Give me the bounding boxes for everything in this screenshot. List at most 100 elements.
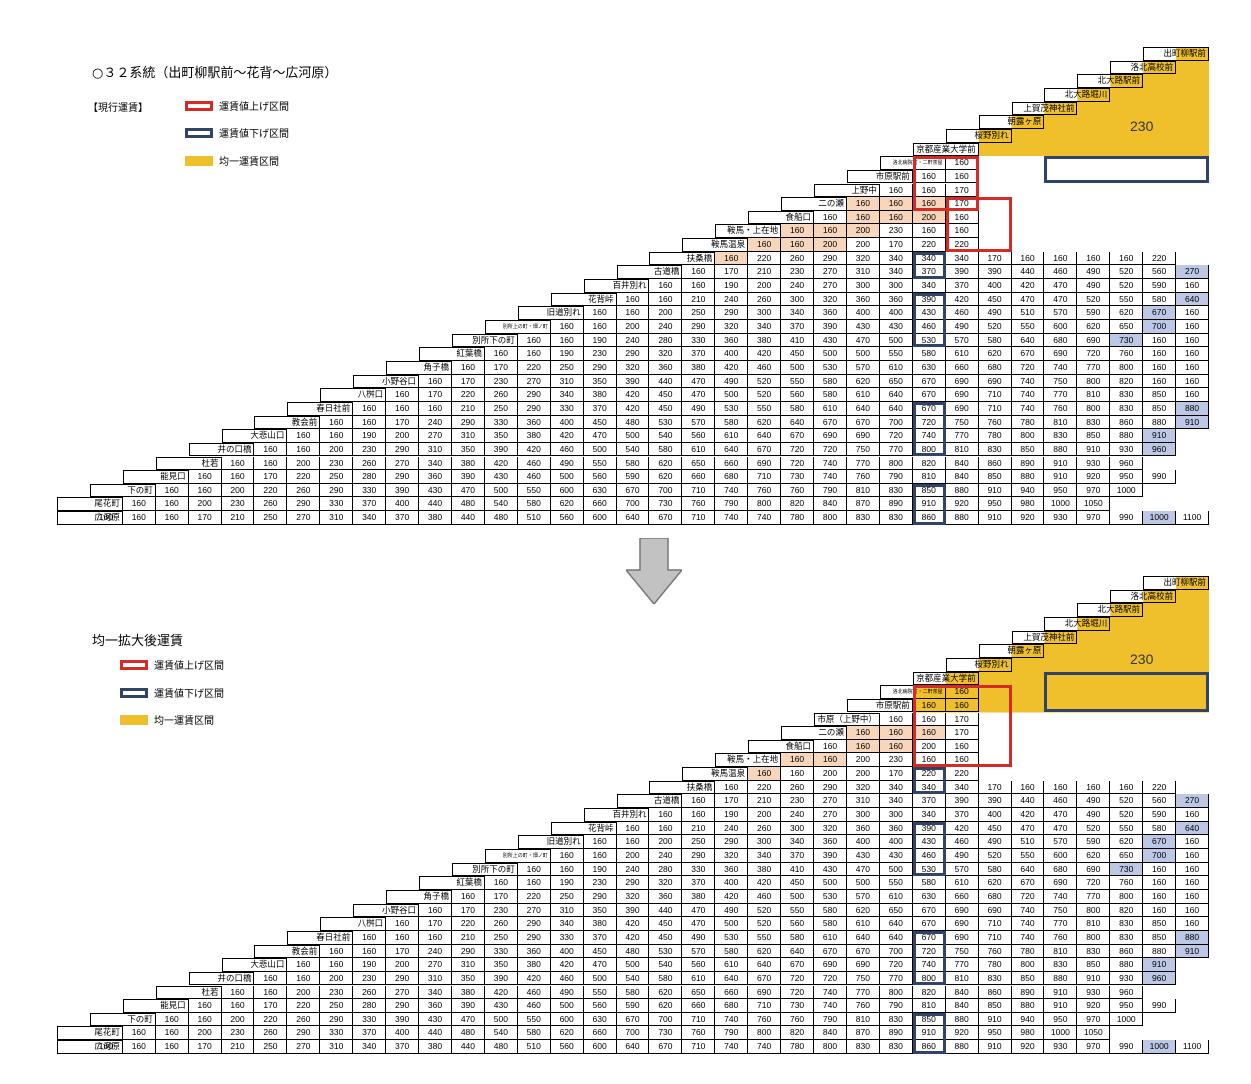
fare-cell: 270: [814, 808, 847, 822]
fare-cell: 220: [451, 917, 485, 931]
fare-cell: 720: [1011, 889, 1045, 904]
fare-cell: 450: [978, 292, 1012, 307]
fare-cell: 910: [978, 483, 1012, 498]
fare-cell: 290: [517, 917, 551, 931]
fare-cell: 440: [1011, 794, 1045, 809]
fare-cell: 710: [682, 483, 716, 498]
fare-cell: 1050: [1077, 497, 1111, 512]
fare-cell: 160: [353, 401, 387, 416]
fare-cell: 830: [1077, 944, 1111, 959]
fare-cell: 840: [945, 470, 979, 484]
fare-cell: 400: [386, 497, 420, 512]
stop-name: 洛北病院前・二軒茶屋: [879, 685, 946, 699]
fare-cell: 650: [682, 985, 716, 1000]
fare-cell: 500: [616, 958, 650, 972]
fare-cell: 1000: [1044, 1026, 1078, 1041]
fare-cell: 810: [846, 1012, 880, 1027]
fare-cell: 400: [386, 1026, 420, 1041]
fare-cell: 610: [682, 971, 716, 986]
fare-cell: 720: [879, 429, 913, 443]
legend-down-label: 運賃値下げ区間: [219, 129, 289, 140]
fare-cell: 610: [945, 347, 979, 361]
fare-cell: 510: [517, 1040, 551, 1054]
stop-name: 市原駅前: [846, 169, 913, 184]
fare-cell: 910: [1077, 442, 1111, 457]
fare-cell: 460: [517, 470, 551, 484]
fare-cell: 810: [1077, 388, 1111, 402]
fare-cell: 230: [320, 456, 354, 471]
fare-cell: 530: [912, 862, 946, 877]
fare-cell: 730: [1110, 333, 1144, 348]
fare-cell: 330: [550, 930, 584, 945]
fare-cell: 160: [748, 238, 782, 252]
fare-cell: 160: [814, 210, 847, 225]
fare-cell: 580: [517, 1026, 551, 1041]
fare-cell: 270: [517, 903, 551, 918]
fare-cell: 300: [879, 808, 913, 822]
fare-cell: 760: [748, 1012, 782, 1027]
fare-cell: 380: [682, 360, 716, 375]
fare-cell: 570: [682, 415, 716, 430]
fare-cell: 500: [814, 347, 847, 361]
fare-cell: 390: [451, 999, 485, 1013]
fare-cell: 670: [912, 374, 946, 389]
fare-cell: 800: [1077, 401, 1111, 416]
fare-cell: 330: [320, 497, 354, 512]
fare-cell: 620: [649, 456, 683, 471]
fare-cell: 750: [846, 442, 880, 457]
fare-cell: 780: [978, 958, 1012, 972]
stop-name: 鞍馬・上在地: [715, 224, 782, 239]
fare-cell: 820: [781, 1026, 815, 1041]
fare-cell: 440: [649, 374, 683, 389]
fare-cell: 710: [978, 917, 1012, 931]
fare-cell: 160: [945, 739, 979, 754]
fare-cell: 700: [649, 1012, 683, 1027]
fare-cell: 360: [649, 360, 683, 375]
fare-cell: 470: [682, 917, 716, 931]
fare-cell: 710: [978, 388, 1012, 402]
fare-cell: 390: [484, 442, 518, 457]
fare-cell: 200: [846, 753, 880, 768]
stop-name: 下の町: [89, 483, 156, 498]
fare-cell: 780: [1011, 415, 1045, 430]
fare-cell: 890: [879, 497, 913, 512]
fare-cell: 390: [814, 849, 847, 863]
flat-fare-label: 230: [1130, 117, 1154, 134]
fare-cell: 390: [978, 265, 1012, 280]
fare-cell: 670: [912, 917, 946, 931]
fare-cell: 810: [912, 470, 946, 484]
legend-flat-swatch: [185, 155, 213, 166]
fare-cell: 780: [1011, 944, 1045, 959]
fare-cell: 160: [484, 876, 518, 890]
fare-cell: 250: [550, 889, 584, 904]
fare-cell: 160: [254, 971, 288, 986]
fare-cell: 610: [814, 401, 847, 416]
fare-cell: 760: [682, 497, 716, 512]
fare-cell: 200: [287, 985, 321, 1000]
fare-cell: 610: [846, 917, 880, 931]
fare-cell: 880: [945, 1040, 979, 1054]
fare-cell: 220: [1143, 251, 1177, 266]
fare-cell: 160: [517, 333, 551, 348]
fare-cell: 580: [781, 401, 815, 416]
section2-legend-flat: 均一運賃区間: [120, 712, 214, 727]
fare-cell: 370: [583, 401, 617, 416]
fare-cell: 190: [715, 808, 749, 822]
fare-cell: 250: [484, 401, 518, 416]
fare-cell: 160: [1143, 876, 1177, 890]
fare-cell: 700: [1143, 849, 1177, 863]
fare-cell: 490: [1077, 794, 1111, 809]
fare-cell: 340: [550, 388, 584, 402]
fare-cell: 330: [682, 333, 716, 348]
stop-name: 春日社前: [287, 401, 354, 416]
fare-cell: 810: [1044, 944, 1078, 959]
fare-cell: 610: [715, 958, 749, 972]
fare-cell: 200: [846, 767, 880, 781]
stop-name: 紅葉橋: [419, 876, 485, 890]
fare-cell: 550: [1011, 849, 1045, 863]
fare-cell: 160: [188, 1012, 222, 1027]
fare-cell: 420: [484, 985, 518, 1000]
fare-cell: 560: [1143, 794, 1177, 809]
fare-cell: 440: [451, 1040, 485, 1054]
fare-cell: 470: [846, 862, 880, 877]
